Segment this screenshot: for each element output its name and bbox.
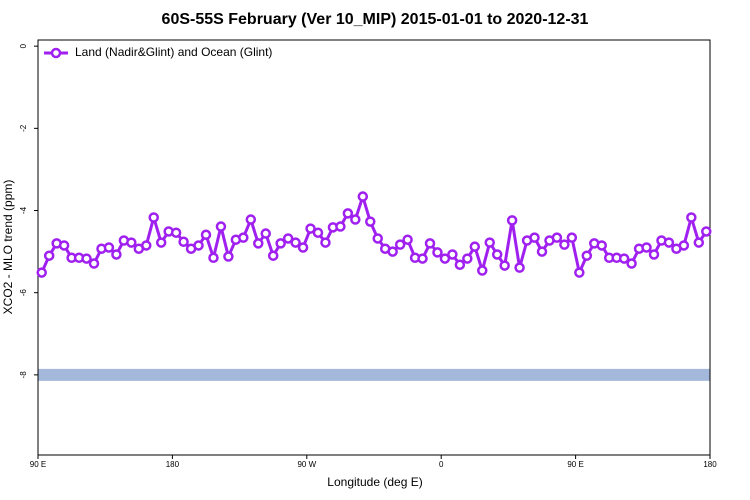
- x-tick-label: 90 E: [30, 460, 46, 469]
- data-point: [253, 238, 264, 249]
- data-point: [417, 253, 428, 264]
- data-point: [193, 240, 204, 251]
- data-point: [245, 214, 257, 225]
- data-point: [491, 249, 503, 260]
- data-point: [208, 252, 219, 264]
- x-tick-label: 90 E: [567, 460, 583, 469]
- y-tick-label: 0: [19, 43, 28, 48]
- data-point: [170, 227, 182, 238]
- data-point: [514, 262, 525, 273]
- data-point: [506, 215, 518, 226]
- x-tick-label: 180: [166, 460, 180, 469]
- data-point: [462, 253, 473, 264]
- y-tick-label: -6: [19, 289, 28, 297]
- data-point: [701, 226, 712, 237]
- data-point: [499, 260, 510, 271]
- data-point: [678, 240, 690, 251]
- data-point: [394, 239, 406, 250]
- data-point: [141, 240, 152, 251]
- data-point: [626, 258, 637, 269]
- data-point: [305, 223, 316, 234]
- data-point: [477, 265, 488, 276]
- data-point: [402, 234, 413, 245]
- legend-label: Land (Nadir&Glint) and Ocean (Glint): [75, 45, 272, 59]
- data-point: [282, 233, 294, 244]
- data-point: [223, 251, 234, 262]
- data-point: [312, 227, 324, 238]
- y-axis-label: XCO2 - MLO trend (ppm): [1, 180, 15, 315]
- data-point: [618, 253, 630, 264]
- data-point: [126, 237, 137, 248]
- data-point: [342, 208, 354, 219]
- data-point: [663, 237, 675, 248]
- data-point: [648, 249, 660, 260]
- data-point: [267, 250, 279, 261]
- data-point: [387, 246, 398, 257]
- plot-frame: [37, 39, 711, 456]
- data-point: [297, 242, 309, 253]
- y-tick-label: -2: [19, 124, 28, 132]
- y-tick-label: -4: [19, 206, 28, 214]
- data-point: [454, 259, 466, 271]
- data-point: [335, 221, 346, 232]
- x-tick-label: 0: [439, 460, 444, 469]
- data-point: [148, 212, 159, 223]
- data-point: [357, 191, 369, 202]
- data-point: [365, 216, 376, 227]
- data-point: [432, 247, 443, 258]
- x-tick-label: 180: [703, 460, 717, 469]
- data-point: [155, 237, 167, 248]
- data-point: [484, 237, 495, 248]
- chart-title: 60S-55S February (Ver 10_MIP) 2015-01-01…: [162, 11, 589, 28]
- y-tick-label: -8: [19, 371, 28, 379]
- data-point: [529, 232, 540, 243]
- data-point: [469, 241, 481, 252]
- data-point: [424, 238, 436, 249]
- x-axis-label: Longitude (deg E): [327, 475, 422, 489]
- data-point: [596, 240, 607, 251]
- data-point: [566, 232, 578, 243]
- data-point: [36, 267, 47, 278]
- data-point: [58, 240, 70, 251]
- data-point: [372, 233, 383, 244]
- data-point: [559, 239, 570, 250]
- data-point: [320, 237, 331, 248]
- x-tick-label: 90 W: [297, 460, 316, 469]
- data-point: [200, 229, 212, 241]
- data-point: [260, 228, 271, 239]
- data-point: [88, 258, 100, 269]
- data-point: [178, 236, 189, 247]
- data-point: [536, 246, 548, 257]
- data-point: [350, 214, 361, 225]
- data-point: [103, 242, 115, 253]
- data-point: [43, 250, 55, 261]
- data-point: [275, 238, 286, 249]
- data-point: [81, 253, 92, 264]
- legend-marker: [50, 47, 62, 59]
- data-point: [290, 237, 301, 248]
- data-point: [439, 253, 451, 264]
- data-point: [641, 242, 652, 253]
- data-point: [215, 221, 227, 232]
- data-point: [686, 212, 697, 223]
- data-point: [447, 249, 458, 260]
- data-point: [238, 232, 249, 243]
- data-point: [574, 267, 585, 278]
- data-point: [551, 232, 563, 243]
- data-point: [581, 250, 593, 261]
- data-point: [693, 237, 705, 248]
- data-point: [111, 249, 122, 260]
